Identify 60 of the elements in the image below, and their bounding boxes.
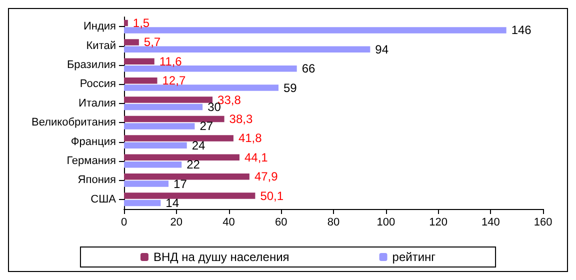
data-label: 94 (375, 42, 389, 56)
legend-label: ВНД на душу населения (153, 250, 290, 264)
bar (124, 116, 224, 122)
data-label: 24 (192, 138, 206, 152)
data-label: 50,1 (260, 188, 284, 203)
y-tick-label: Франция (70, 136, 116, 148)
data-label: 66 (302, 62, 316, 76)
x-tick-label: 160 (534, 216, 552, 228)
bar (124, 27, 506, 34)
bar (124, 200, 161, 206)
bar (124, 39, 139, 46)
x-tick-label: 0 (120, 216, 128, 228)
bar (124, 104, 203, 110)
data-label: 59 (284, 80, 298, 95)
x-tick-label: 60 (275, 216, 288, 228)
x-tick-label: 20 (170, 216, 182, 228)
bar (124, 161, 182, 168)
data-label: 22 (186, 158, 200, 172)
y-tick-label: Великобритания (32, 116, 116, 129)
data-label: 47,9 (254, 170, 278, 184)
data-label: 17 (174, 176, 188, 191)
bar (124, 142, 187, 149)
data-label: 11,6 (159, 54, 182, 68)
data-label: 27 (200, 119, 214, 134)
data-label: 146 (511, 23, 532, 38)
y-tick-label: Россия (80, 78, 116, 90)
x-tick-label: 40 (222, 216, 235, 228)
bar (124, 65, 297, 72)
data-label: 33,8 (218, 92, 242, 107)
bar (124, 154, 240, 161)
y-tick-label: Китай (86, 40, 116, 52)
bar (124, 20, 128, 26)
bar (124, 77, 158, 84)
bar (124, 135, 234, 142)
x-tick-label: 80 (327, 216, 340, 228)
x-tick-label: 100 (376, 216, 396, 228)
bar (124, 84, 279, 91)
bar (124, 46, 370, 53)
y-tick-label: Италия (78, 97, 116, 110)
y-tick-label: Бразилия (66, 59, 116, 71)
data-label: 12,7 (162, 74, 186, 88)
bar (124, 96, 213, 103)
data-label: 1,5 (132, 16, 150, 30)
legend-label: рейтинг (392, 250, 436, 264)
data-label: 41,8 (238, 131, 262, 146)
x-tick-label: 120 (429, 216, 448, 228)
data-label: 44,1 (244, 150, 268, 164)
bar (124, 123, 195, 130)
data-label: 14 (166, 196, 180, 210)
bar (124, 192, 256, 199)
y-tick-label: США (90, 193, 117, 206)
y-tick-label: Япония (78, 174, 116, 186)
y-tick-label: Германия (66, 155, 116, 167)
x-tick-label: 140 (481, 216, 500, 228)
bar (124, 180, 169, 187)
bar (124, 58, 154, 65)
data-label: 38,3 (229, 112, 253, 126)
data-label: 5,7 (144, 35, 161, 50)
y-tick-label: Индия (83, 20, 116, 33)
bar (124, 173, 250, 180)
